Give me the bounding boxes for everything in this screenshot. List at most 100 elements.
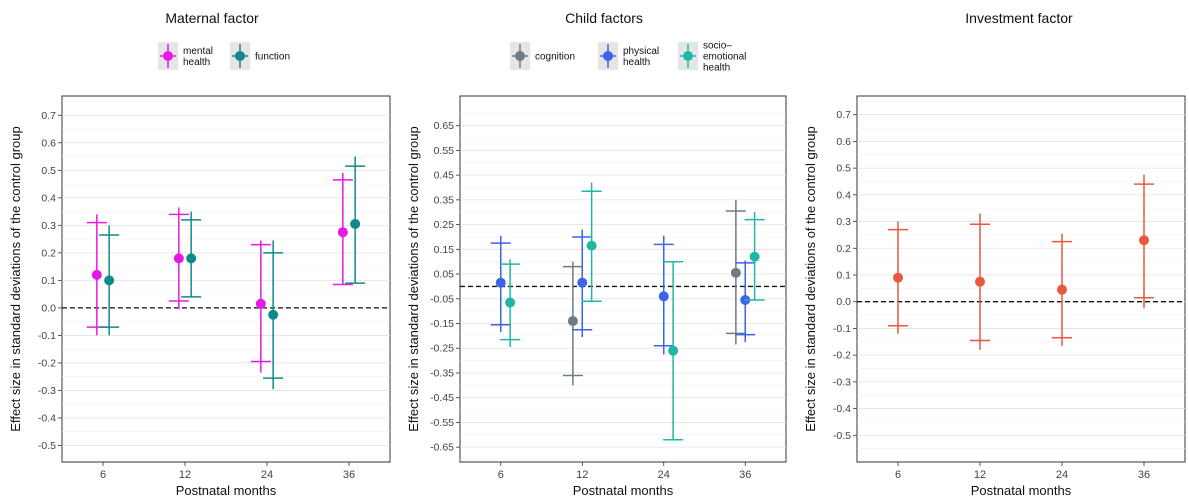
y-tick-label: -0.5 xyxy=(38,440,56,452)
gridlines xyxy=(460,113,786,460)
data-point xyxy=(350,218,361,229)
x-tick-label: 6 xyxy=(895,469,901,481)
y-tick-label: 0.25 xyxy=(434,219,455,231)
data-point xyxy=(104,275,115,286)
x-axis: 6 12 24 36 xyxy=(498,462,751,481)
y-tick-label: 0.1 xyxy=(836,269,851,281)
y-axis: -0.65 -0.55 -0.45 -0.35 -0.25 -0.15 -0.05 0.05 0… xyxy=(430,120,460,454)
data-point xyxy=(1057,284,1067,295)
x-tick-label: 6 xyxy=(498,469,504,481)
y-tick-label: 0.4 xyxy=(41,192,56,204)
y-axis-title: Effect size in standard deviations of th… xyxy=(803,126,818,431)
y-tick-label: -0.3 xyxy=(833,376,851,388)
x-tick-label: 24 xyxy=(261,469,273,481)
data-point xyxy=(658,291,669,302)
data-point xyxy=(173,253,184,264)
y-tick-label: 0.6 xyxy=(836,136,851,148)
y-tick-label: 0.0 xyxy=(836,296,851,308)
child-factors-panel: Child factors cognition physicalhealthsoc… xyxy=(406,10,787,498)
data-point xyxy=(268,309,279,320)
x-axis-title: Postnatal months xyxy=(176,483,277,498)
y-axis-title: Effect size in standard deviations of th… xyxy=(8,126,23,431)
series-0 xyxy=(86,173,353,373)
y-tick-label: 0.15 xyxy=(434,244,455,256)
legend-label: mental xyxy=(183,46,213,57)
x-tick-label: 24 xyxy=(658,469,670,481)
data-point xyxy=(186,253,197,264)
y-tick-label: 0.1 xyxy=(41,275,56,287)
data-point xyxy=(893,272,903,283)
y-tick-label: -0.55 xyxy=(430,417,454,429)
x-axis: 6 12 24 36 xyxy=(100,462,355,481)
data-point xyxy=(505,297,516,308)
x-axis-title: Postnatal months xyxy=(971,483,1072,498)
x-tick-label: 36 xyxy=(343,469,355,481)
legend-key-point xyxy=(603,51,613,61)
panel-title: Maternal factor xyxy=(165,10,259,26)
data-series xyxy=(490,182,765,441)
y-tick-label: 0.0 xyxy=(41,302,56,314)
investment-factor-panel: Investment factor -0.5 -0.4 -0.3 -0.2 -0.1 0.… xyxy=(803,10,1186,498)
data-point xyxy=(337,227,348,238)
data-point xyxy=(495,277,506,288)
x-axis-title: Postnatal months xyxy=(573,483,674,498)
y-tick-label: 0.35 xyxy=(434,194,455,206)
data-point xyxy=(1139,235,1149,246)
panel-title: Investment factor xyxy=(965,10,1073,26)
series-0 xyxy=(562,199,746,386)
y-tick-label: -0.1 xyxy=(38,330,56,342)
y-tick-label: 0.2 xyxy=(41,247,56,259)
data-point xyxy=(586,240,597,251)
y-tick-label: -0.1 xyxy=(833,323,851,335)
legend-label: cognition xyxy=(535,52,575,63)
y-tick-label: 0.65 xyxy=(434,120,455,132)
x-tick-label: 24 xyxy=(1056,469,1068,481)
series-1 xyxy=(490,229,756,355)
plot-area xyxy=(856,95,1186,463)
y-tick-label: -0.15 xyxy=(430,318,454,330)
legend-key-point xyxy=(515,51,525,61)
y-tick-label: -0.3 xyxy=(38,385,56,397)
legend-label: physical xyxy=(623,46,659,57)
legend-key-point xyxy=(683,51,693,61)
x-tick-label: 12 xyxy=(974,469,986,481)
y-tick-label: -0.25 xyxy=(430,343,454,355)
y-tick-label: -0.5 xyxy=(833,430,851,442)
y-tick-label: 0.3 xyxy=(41,220,56,232)
y-axis: -0.5 -0.4 -0.3 -0.2 -0.1 0.0 0.1 0.2 0.3 0.4 0.5 0.… xyxy=(38,110,62,452)
data-point xyxy=(668,345,679,356)
data-point xyxy=(567,316,578,327)
x-tick-label: 12 xyxy=(576,469,588,481)
y-tick-label: -0.05 xyxy=(430,293,454,305)
y-tick-label: 0.5 xyxy=(41,165,56,177)
legend-label: health xyxy=(623,57,650,68)
y-tick-label: -0.2 xyxy=(38,357,56,369)
legend: cognition physicalhealthsocio–emotionalhe… xyxy=(510,41,746,74)
gridlines xyxy=(857,101,1185,449)
y-tick-label: -0.4 xyxy=(833,403,851,415)
data-point xyxy=(255,298,266,309)
y-tick-label: 0.3 xyxy=(836,216,851,228)
data-point xyxy=(730,267,741,278)
data-point xyxy=(749,251,760,262)
series-1 xyxy=(99,156,366,390)
y-tick-label: 0.5 xyxy=(836,163,851,175)
legend-key-point xyxy=(235,51,245,61)
legend-item: function xyxy=(230,42,290,70)
y-tick-label: 0.55 xyxy=(434,145,455,157)
legend-label: socio– xyxy=(703,41,732,52)
y-tick-label: -0.2 xyxy=(833,350,851,362)
y-tick-label: -0.45 xyxy=(430,392,454,404)
y-tick-label: -0.35 xyxy=(430,367,454,379)
legend-label: emotional xyxy=(703,52,746,63)
y-axis-title: Effect size in standard deviations of th… xyxy=(406,126,421,431)
y-tick-label: 0.6 xyxy=(41,137,56,149)
plot-area xyxy=(61,95,391,463)
gridlines xyxy=(62,101,390,460)
